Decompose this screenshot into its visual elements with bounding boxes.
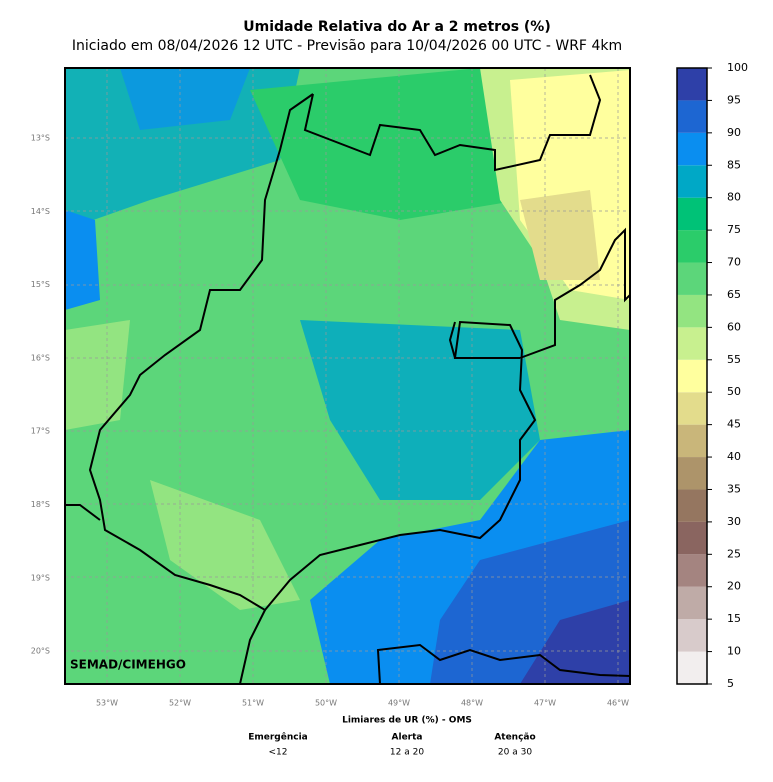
colorbar-tick-label: 10 [727, 645, 741, 658]
colorbar-tick-label: 85 [727, 158, 741, 171]
lon-label: 46°W [607, 699, 629, 708]
colorbar-tick-label: 60 [727, 320, 741, 333]
colorbar-segment [677, 554, 707, 587]
lon-label: 49°W [388, 699, 410, 708]
lat-label: 15°S [31, 280, 50, 289]
lat-label: 14°S [31, 207, 50, 216]
colorbar-tick-label: 90 [727, 126, 741, 139]
lon-label: 48°W [461, 699, 483, 708]
colorbar-segment [677, 294, 707, 328]
colorbar-tick-label: 80 [727, 191, 741, 204]
state-borders [65, 74, 630, 684]
lon-label: 53°W [96, 699, 118, 708]
colorbar-tick-label: 5 [727, 677, 734, 690]
colorbar-tick-label: 40 [727, 450, 741, 463]
colorbar-segment [677, 424, 707, 458]
colorbar-tick-label: 100 [727, 61, 748, 74]
lon-label: 51°W [242, 699, 264, 708]
colorbar-segment [677, 132, 707, 166]
colorbar-segment [677, 521, 707, 555]
map-frame [64, 67, 631, 685]
lat-label: 17°S [31, 427, 50, 436]
lat-label: 13°S [31, 134, 50, 143]
legend-column-range: 12 a 20 [390, 748, 424, 758]
lon-label: 47°W [534, 699, 556, 708]
colorbar-tick-label: 25 [727, 547, 741, 560]
lat-label: 20°S [31, 647, 50, 656]
humidity-field [65, 68, 630, 684]
legend-column-name: Emergência [248, 732, 308, 743]
lat-label: 16°S [31, 353, 50, 362]
colorbar-frame [676, 67, 708, 685]
colorbar-segment [677, 68, 707, 101]
watermark: SEMAD/CIMEHGO [70, 658, 186, 672]
colorbar-tick-label: 45 [727, 418, 741, 431]
colorbar-tick-label: 65 [727, 288, 741, 301]
colorbar-segment [677, 619, 707, 652]
lat-label: 18°S [31, 500, 50, 509]
legend-column-name: Alerta [392, 733, 423, 743]
colorbar-tick-label: 50 [727, 385, 741, 398]
colorbar-segment [677, 262, 707, 295]
colorbar-segment [677, 586, 707, 620]
colorbar-segment [677, 489, 707, 522]
lat-label: 19°S [31, 573, 50, 582]
subtitle: Iniciado em 08/04/2026 12 UTC - Previsão… [72, 38, 622, 54]
colorbar-segment [677, 651, 707, 684]
colorbar-segment [677, 100, 707, 133]
colorbar-tick-label: 55 [727, 353, 741, 366]
colorbar-segment [677, 165, 707, 198]
colorbar-tick-label: 30 [727, 515, 741, 528]
graticule [65, 68, 630, 684]
legend-title: Limiares de UR (%) - OMS [342, 716, 472, 726]
lon-label: 52°W [169, 699, 191, 708]
colorbar-tick-label: 95 [727, 93, 741, 106]
colorbar-tick-label: 75 [727, 223, 741, 236]
colorbar-tick-label: 15 [727, 612, 741, 625]
legend-column-name: Atenção [494, 733, 535, 743]
colorbar-segment [677, 457, 707, 490]
title: Umidade Relativa do Ar a 2 metros (%) [243, 19, 550, 35]
legend-column-range: <12 [269, 748, 288, 758]
colorbar-tick-label: 70 [727, 256, 741, 269]
colorbar-segment [677, 327, 707, 360]
lon-label: 50°W [315, 699, 337, 708]
colorbar-segment [677, 359, 707, 393]
legend-column-range: 20 a 30 [498, 748, 532, 758]
colorbar-segment [677, 197, 707, 231]
colorbar-segment [677, 230, 707, 263]
colorbar-tick-label: 35 [727, 482, 741, 495]
colorbar-segment [677, 392, 707, 425]
colorbar-tick-label: 20 [727, 580, 741, 593]
